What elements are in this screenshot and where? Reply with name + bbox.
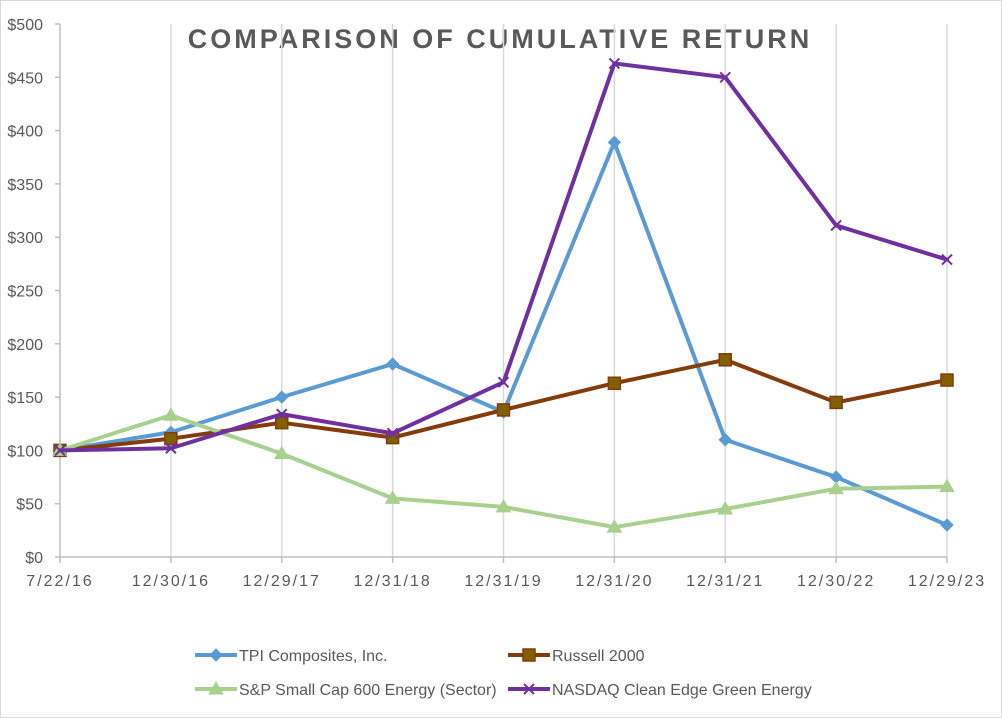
y-tick-label: $500	[7, 17, 43, 34]
legend-item-2: S&P Small Cap 600 Energy (Sector)	[195, 681, 497, 699]
legend-label: TPI Composites, Inc.	[239, 648, 388, 665]
data-point	[718, 433, 732, 447]
x-axis-ticks: 7/22/16 12/30/16 12/29/17 12/31/18 12/31/19 1…	[26, 557, 986, 590]
data-point	[495, 498, 512, 513]
y-tick-label: $250	[7, 284, 43, 301]
y-axis-ticks: $0 $50 $100 $150 $200 $250 $300 $350 $400 $450 $50…	[7, 17, 60, 567]
legend-swatch-marker	[208, 681, 224, 695]
series-3	[54, 57, 953, 457]
legend: TPI Composites, Inc. Russell 2000 S&P Smal…	[195, 648, 812, 699]
data-point	[163, 407, 179, 421]
y-tick-label: $50	[16, 497, 43, 514]
data-point	[386, 427, 399, 440]
legend-label: Russell 2000	[552, 648, 645, 665]
data-point	[941, 253, 953, 266]
y-tick-label: $350	[7, 177, 43, 194]
y-tick-label: $450	[7, 70, 43, 87]
legend-swatch-marker	[523, 683, 535, 695]
data-point	[165, 442, 177, 454]
data-point	[940, 518, 954, 532]
data-point	[385, 357, 400, 371]
data-point	[497, 376, 510, 388]
x-tick-label: 12/29/23	[908, 573, 986, 590]
x-tick-label: 12/31/21	[686, 573, 764, 590]
data-point	[607, 376, 622, 390]
x-tick-label: 12/31/20	[575, 573, 653, 590]
data-point	[829, 395, 843, 410]
x-tick-label: 12/30/16	[132, 573, 210, 590]
legend-item-3: NASDAQ Clean Edge Green Energy	[508, 682, 812, 699]
data-point	[718, 353, 732, 367]
y-tick-label: $400	[7, 124, 43, 141]
x-tick-label: 12/29/17	[243, 573, 321, 590]
data-point	[275, 415, 289, 430]
data-point	[719, 71, 731, 84]
chart-title: COMPARISON OF CUMULATIVE RETURN	[188, 24, 812, 54]
legend-item-1: Russell 2000	[508, 648, 645, 665]
y-tick-label: $150	[7, 390, 43, 407]
data-point	[608, 57, 621, 70]
legend-item-0: TPI Composites, Inc.	[195, 648, 388, 665]
data-point	[496, 403, 511, 417]
x-tick-label: 12/30/22	[797, 573, 875, 590]
legend-swatch-marker	[209, 648, 223, 662]
y-tick-label: $0	[25, 550, 43, 567]
data-point	[384, 490, 401, 504]
series-layer	[52, 57, 955, 533]
data-point	[830, 219, 842, 232]
data-point	[828, 480, 844, 495]
legend-swatch-marker	[522, 648, 536, 662]
series-2	[52, 407, 955, 533]
y-tick-label: $300	[7, 230, 43, 247]
y-tick-label: $100	[7, 443, 43, 460]
x-tick-label: 7/22/16	[26, 573, 93, 590]
data-point	[717, 501, 734, 515]
legend-label: S&P Small Cap 600 Energy (Sector)	[239, 682, 497, 699]
gridlines	[170, 24, 948, 557]
series-1	[53, 353, 954, 458]
data-point	[606, 519, 623, 533]
x-tick-label: 12/31/19	[464, 573, 542, 590]
data-point	[607, 135, 622, 150]
data-point	[54, 444, 66, 457]
legend-label: NASDAQ Clean Edge Green Energy	[552, 682, 812, 699]
x-tick-label: 12/31/18	[353, 573, 431, 590]
data-point	[275, 390, 289, 404]
data-point	[164, 431, 178, 446]
data-point	[939, 478, 955, 493]
data-point	[276, 408, 288, 420]
data-point	[273, 445, 290, 460]
y-tick-label: $200	[7, 337, 43, 354]
data-point	[940, 373, 954, 387]
